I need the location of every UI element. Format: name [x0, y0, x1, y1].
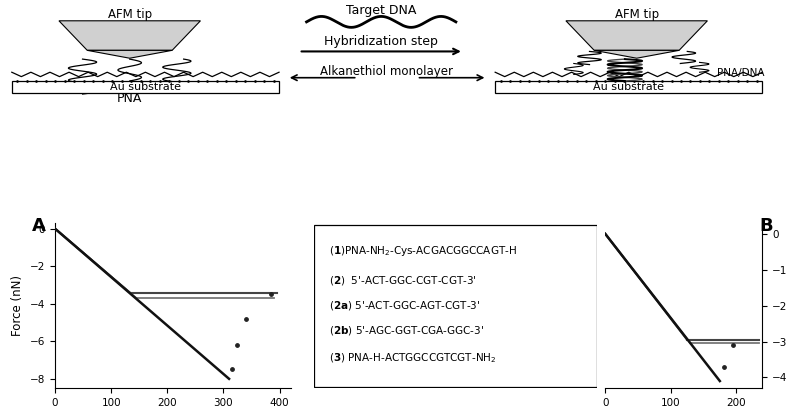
Polygon shape [566, 21, 707, 50]
Point [718, 363, 731, 370]
Text: ($\mathbf{2b}$) 5'-AGC-GGT-CGA-GGC-3': ($\mathbf{2b}$) 5'-AGC-GGT-CGA-GGC-3' [329, 324, 483, 337]
Text: AFM tip: AFM tip [615, 8, 659, 21]
Text: ($\mathbf{1}$)PNA-NH$_2$-Cys-ACGACGGCCAGT-H: ($\mathbf{1}$)PNA-NH$_2$-Cys-ACGACGGCCAG… [329, 244, 516, 258]
Point [231, 342, 244, 348]
Text: Au substrate: Au substrate [110, 82, 181, 92]
Text: PNA: PNA [117, 92, 142, 105]
Bar [495, 81, 762, 93]
Polygon shape [59, 21, 200, 50]
Y-axis label: Force (nN): Force (nN) [11, 275, 24, 336]
Text: ($\mathbf{2a}$) 5'-ACT-GGC-AGT-CGT-3': ($\mathbf{2a}$) 5'-ACT-GGC-AGT-CGT-3' [329, 299, 480, 312]
FancyBboxPatch shape [314, 225, 597, 387]
Point [240, 316, 252, 322]
Text: Au substrate: Au substrate [593, 82, 664, 92]
Text: PNA/DNA: PNA/DNA [717, 68, 764, 78]
Text: A: A [32, 217, 46, 235]
Text: ($\mathbf{2}$)  5'-ACT-GGC-CGT-CGT-3': ($\mathbf{2}$) 5'-ACT-GGC-CGT-CGT-3' [329, 274, 476, 287]
Text: AFM tip: AFM tip [108, 8, 152, 21]
Polygon shape [87, 50, 172, 58]
Polygon shape [594, 50, 679, 58]
Text: Target DNA: Target DNA [346, 5, 417, 17]
Point [726, 342, 739, 349]
Text: ($\mathbf{3}$) PNA-H-ACTGGCCGTCGT-NH$_2$: ($\mathbf{3}$) PNA-H-ACTGGCCGTCGT-NH$_2$ [329, 352, 496, 365]
Text: Alkanethiol monolayer: Alkanethiol monolayer [320, 65, 454, 78]
Point [265, 291, 277, 298]
Text: B: B [759, 217, 773, 235]
Point [226, 366, 238, 373]
Bar [12, 81, 279, 93]
Text: Hybridization step: Hybridization step [325, 35, 438, 48]
